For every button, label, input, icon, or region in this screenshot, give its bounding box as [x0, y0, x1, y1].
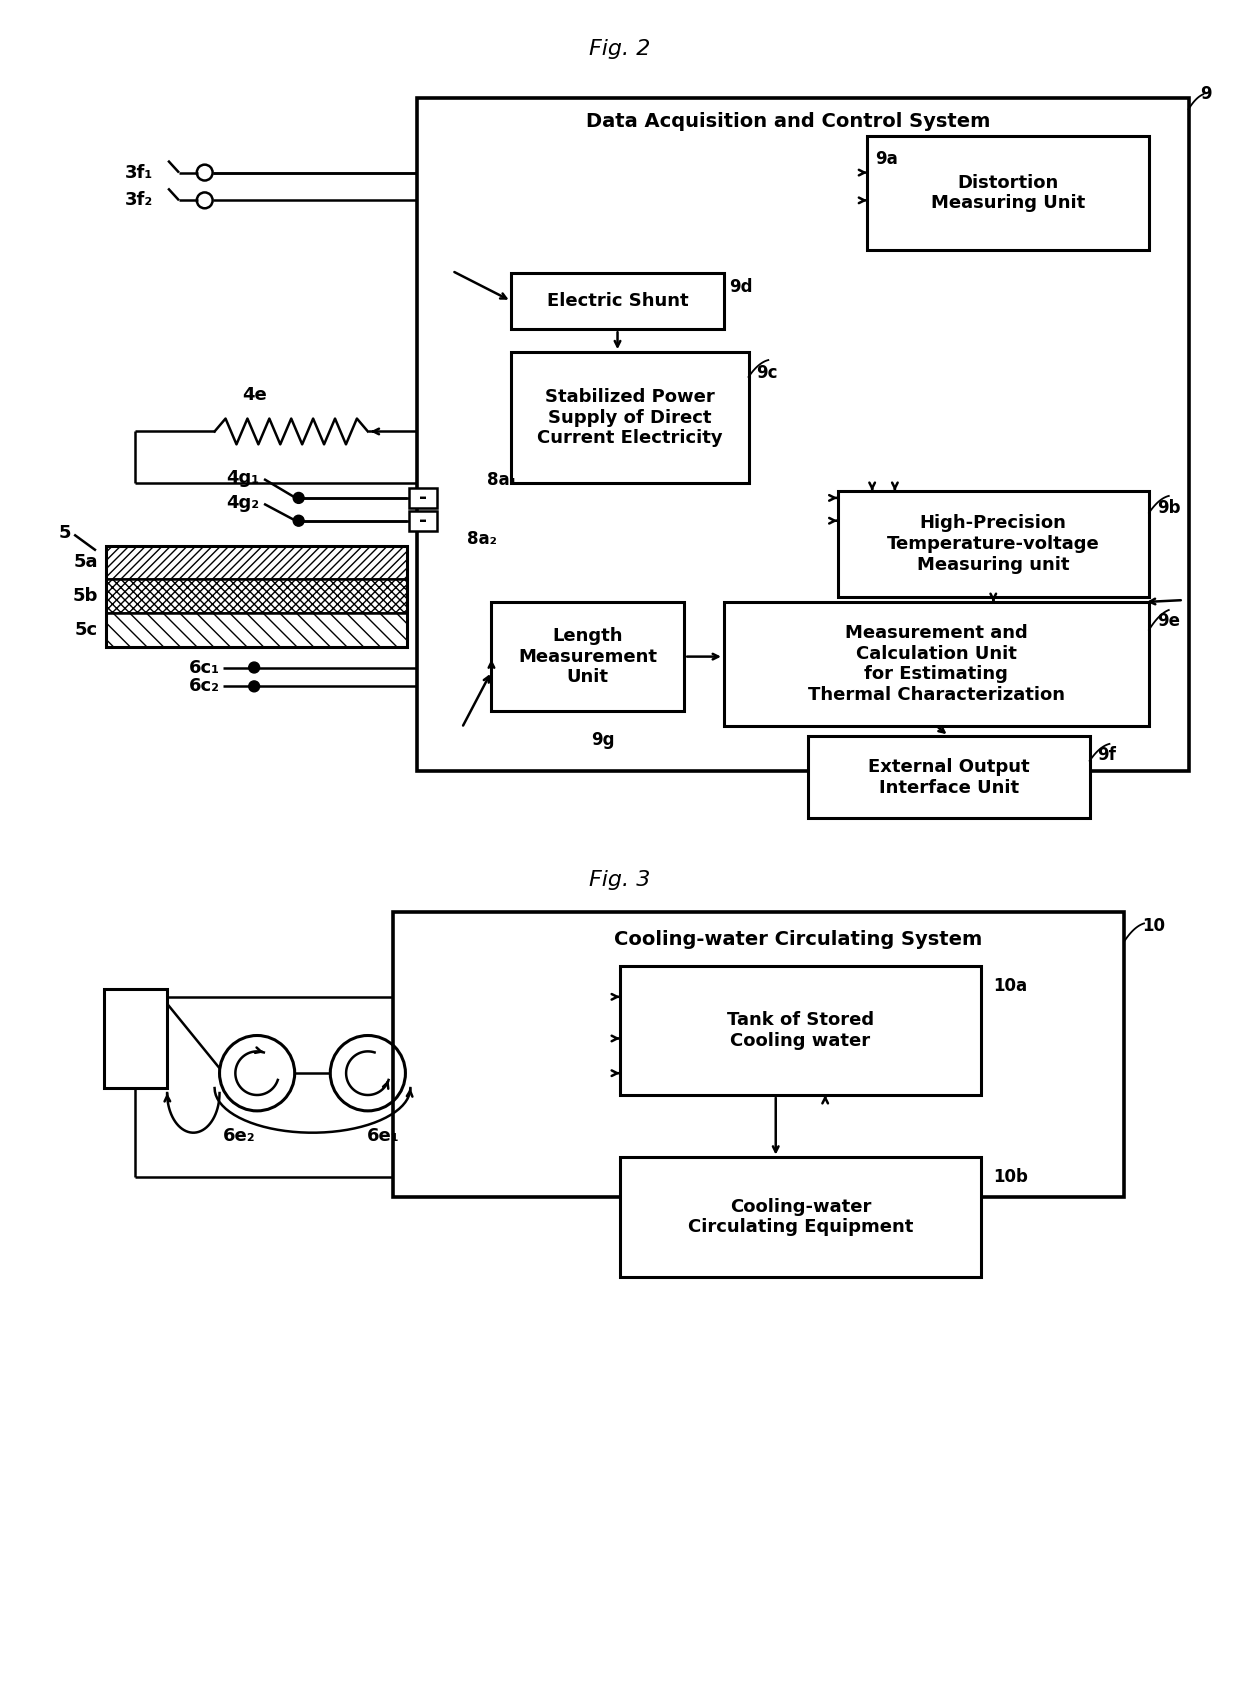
Text: 5: 5 — [58, 523, 71, 542]
Bar — [105, 546, 408, 580]
Text: 9a: 9a — [875, 150, 898, 167]
Text: Cooling-water Circulating System: Cooling-water Circulating System — [614, 929, 982, 948]
Bar — [724, 602, 1149, 726]
Text: Distortion
Measuring Unit: Distortion Measuring Unit — [931, 174, 1085, 213]
Bar — [511, 273, 724, 329]
Bar — [511, 353, 749, 483]
Circle shape — [293, 493, 304, 503]
Bar — [837, 491, 1149, 597]
Text: External Output
Interface Unit: External Output Interface Unit — [868, 757, 1029, 796]
Text: 10: 10 — [1142, 917, 1166, 936]
Text: 10b: 10b — [993, 1168, 1028, 1187]
Text: 4g₁: 4g₁ — [226, 469, 259, 488]
Bar — [393, 912, 1125, 1197]
Text: 3f₁: 3f₁ — [125, 164, 154, 182]
Text: 8a₂: 8a₂ — [466, 530, 496, 547]
Bar — [491, 602, 684, 711]
Text: 4e: 4e — [242, 385, 267, 404]
Bar — [620, 1158, 981, 1277]
Text: 9b: 9b — [1157, 500, 1180, 517]
Text: 6e₁: 6e₁ — [366, 1127, 399, 1144]
Bar — [105, 580, 408, 614]
Text: 6c₁: 6c₁ — [188, 658, 219, 677]
Text: -: - — [419, 488, 428, 508]
Text: 9f: 9f — [1097, 745, 1116, 764]
Bar — [808, 737, 1090, 818]
Text: 5c: 5c — [74, 621, 98, 639]
Text: Stabilized Power
Supply of Direct
Current Electricity: Stabilized Power Supply of Direct Curren… — [537, 387, 723, 447]
Text: 3f₂: 3f₂ — [125, 191, 154, 210]
Circle shape — [249, 680, 259, 692]
Text: 5a: 5a — [73, 554, 98, 571]
Bar — [409, 512, 436, 530]
Bar — [105, 614, 408, 646]
Text: 9d: 9d — [729, 278, 753, 295]
Circle shape — [293, 515, 304, 527]
Text: 6c₂: 6c₂ — [188, 677, 219, 696]
Text: Measurement and
Calculation Unit
for Estimating
Thermal Characterization: Measurement and Calculation Unit for Est… — [808, 624, 1065, 704]
Text: 9g: 9g — [591, 731, 615, 748]
Text: 4g₂: 4g₂ — [226, 494, 259, 512]
Text: Length
Measurement
Unit: Length Measurement Unit — [518, 627, 657, 687]
Text: High-Precision
Temperature-voltage
Measuring unit: High-Precision Temperature-voltage Measu… — [887, 515, 1100, 575]
Text: 6e₂: 6e₂ — [223, 1127, 255, 1144]
Text: -: - — [419, 512, 428, 530]
Text: 8a₁: 8a₁ — [486, 471, 516, 489]
Text: 10a: 10a — [993, 977, 1027, 996]
Text: Fig. 2: Fig. 2 — [589, 39, 651, 58]
Circle shape — [249, 662, 259, 673]
Text: Data Acquisition and Control System: Data Acquisition and Control System — [587, 111, 991, 131]
Bar — [409, 488, 436, 508]
Bar — [620, 967, 981, 1095]
Bar — [867, 136, 1149, 251]
Text: 9: 9 — [1200, 85, 1211, 104]
Text: Cooling-water
Circulating Equipment: Cooling-water Circulating Equipment — [688, 1197, 913, 1236]
Text: 5b: 5b — [72, 587, 98, 605]
Bar — [418, 99, 1189, 771]
Text: Tank of Stored
Cooling water: Tank of Stored Cooling water — [727, 1011, 874, 1050]
Bar — [104, 989, 167, 1088]
Text: Fig. 3: Fig. 3 — [589, 870, 651, 890]
Text: 9c: 9c — [756, 363, 777, 382]
Text: Electric Shunt: Electric Shunt — [547, 292, 688, 310]
Text: 9e: 9e — [1157, 612, 1180, 629]
Bar — [105, 546, 408, 646]
